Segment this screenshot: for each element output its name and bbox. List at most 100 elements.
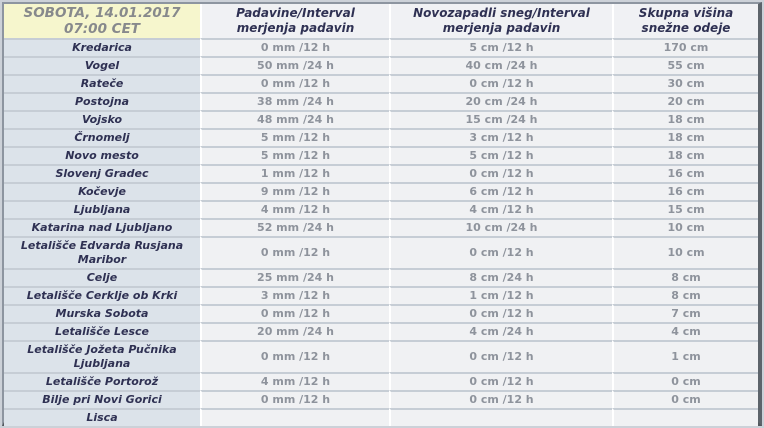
snow-depth-value: 1 cm <box>612 340 758 372</box>
table-row: Katarina nad Ljubljano 52 mm /24 h 10 cm… <box>4 218 758 236</box>
precipitation-value: 48 mm /24 h <box>200 110 389 128</box>
table-row: Letališče Jožeta Pučnika Ljubljana 0 mm … <box>4 340 758 372</box>
table-row: Celje 25 mm /24 h 8 cm /24 h 8 cm <box>4 268 758 286</box>
station-name: Murska Sobota <box>4 304 200 322</box>
snow-depth-value: 18 cm <box>612 110 758 128</box>
station-name: Vogel <box>4 56 200 74</box>
station-name: Vojsko <box>4 110 200 128</box>
snow-depth-value: 7 cm <box>612 304 758 322</box>
column-header-new-snow: Novozapadli sneg/Interval merjenja padav… <box>389 4 612 38</box>
station-name: Lisca <box>4 408 200 426</box>
new-snow-value: 1 cm /12 h <box>389 286 612 304</box>
table-row: Letališče Cerklje ob Krki 3 mm /12 h 1 c… <box>4 286 758 304</box>
precipitation-value: 50 mm /24 h <box>200 56 389 74</box>
report-time: 07:00 CET <box>63 21 140 37</box>
table-row: Kočevje 9 mm /12 h 6 cm /12 h 16 cm <box>4 182 758 200</box>
station-name: Letališče Jožeta Pučnika Ljubljana <box>4 340 200 372</box>
snow-depth-value <box>612 408 758 426</box>
new-snow-value: 3 cm /12 h <box>389 128 612 146</box>
snow-depth-value: 55 cm <box>612 56 758 74</box>
table-row: Slovenj Gradec 1 mm /12 h 0 cm /12 h 16 … <box>4 164 758 182</box>
station-name: Postojna <box>4 92 200 110</box>
new-snow-value: 0 cm /12 h <box>389 236 612 268</box>
table-row: Črnomelj 5 mm /12 h 3 cm /12 h 18 cm <box>4 128 758 146</box>
new-snow-value: 15 cm /24 h <box>389 110 612 128</box>
new-snow-value: 8 cm /24 h <box>389 268 612 286</box>
snow-depth-value: 16 cm <box>612 182 758 200</box>
new-snow-value: 0 cm /12 h <box>389 164 612 182</box>
station-name: Novo mesto <box>4 146 200 164</box>
new-snow-value: 0 cm /12 h <box>389 340 612 372</box>
precipitation-value <box>200 408 389 426</box>
new-snow-value <box>389 408 612 426</box>
table-row: Vogel 50 mm /24 h 40 cm /24 h 55 cm <box>4 56 758 74</box>
table-row: Postojna 38 mm /24 h 20 cm /24 h 20 cm <box>4 92 758 110</box>
new-snow-value: 0 cm /12 h <box>389 304 612 322</box>
precipitation-value: 3 mm /12 h <box>200 286 389 304</box>
header-row: SOBOTA, 14.01.2017 07:00 CET Padavine/In… <box>4 4 758 38</box>
precipitation-value: 5 mm /12 h <box>200 146 389 164</box>
table-row: Vojsko 48 mm /24 h 15 cm /24 h 18 cm <box>4 110 758 128</box>
snow-depth-value: 20 cm <box>612 92 758 110</box>
table-row: Ljubljana 4 mm /12 h 4 cm /12 h 15 cm <box>4 200 758 218</box>
precipitation-value: 5 mm /12 h <box>200 128 389 146</box>
snow-depth-value: 18 cm <box>612 128 758 146</box>
table-row: Letališče Portorož 4 mm /12 h 0 cm /12 h… <box>4 372 758 390</box>
snow-report-table: SOBOTA, 14.01.2017 07:00 CET Padavine/In… <box>4 4 758 426</box>
snow-depth-value: 8 cm <box>612 286 758 304</box>
station-name: Celje <box>4 268 200 286</box>
precipitation-value: 38 mm /24 h <box>200 92 389 110</box>
new-snow-value: 0 cm /12 h <box>389 74 612 92</box>
table-row: Murska Sobota 0 mm /12 h 0 cm /12 h 7 cm <box>4 304 758 322</box>
station-name: Kredarica <box>4 38 200 56</box>
station-name: Letališče Portorož <box>4 372 200 390</box>
precipitation-value: 0 mm /12 h <box>200 74 389 92</box>
precipitation-value: 20 mm /24 h <box>200 322 389 340</box>
column-header-precipitation: Padavine/Interval merjenja padavin <box>200 4 389 38</box>
station-name: Letališče Lesce <box>4 322 200 340</box>
new-snow-value: 5 cm /12 h <box>389 38 612 56</box>
station-name: Črnomelj <box>4 128 200 146</box>
new-snow-value: 5 cm /12 h <box>389 146 612 164</box>
snow-depth-value: 18 cm <box>612 146 758 164</box>
station-name: Ljubljana <box>4 200 200 218</box>
new-snow-value: 20 cm /24 h <box>389 92 612 110</box>
new-snow-value: 0 cm /12 h <box>389 372 612 390</box>
new-snow-value: 10 cm /24 h <box>389 218 612 236</box>
snow-depth-value: 10 cm <box>612 236 758 268</box>
column-header-snow-depth: Skupna višina snežne odeje <box>612 4 758 38</box>
snow-depth-value: 8 cm <box>612 268 758 286</box>
new-snow-value: 40 cm /24 h <box>389 56 612 74</box>
table-row: Rateče 0 mm /12 h 0 cm /12 h 30 cm <box>4 74 758 92</box>
precipitation-value: 25 mm /24 h <box>200 268 389 286</box>
station-name: Letališče Edvarda Rusjana Maribor <box>4 236 200 268</box>
station-name: Rateče <box>4 74 200 92</box>
station-name: Kočevje <box>4 182 200 200</box>
table-row: Novo mesto 5 mm /12 h 5 cm /12 h 18 cm <box>4 146 758 164</box>
snow-depth-value: 4 cm <box>612 322 758 340</box>
precipitation-value: 4 mm /12 h <box>200 372 389 390</box>
snow-depth-value: 15 cm <box>612 200 758 218</box>
precipitation-value: 0 mm /12 h <box>200 390 389 408</box>
station-name: Slovenj Gradec <box>4 164 200 182</box>
new-snow-value: 0 cm /12 h <box>389 390 612 408</box>
table-row: Lisca <box>4 408 758 426</box>
new-snow-value: 4 cm /12 h <box>389 200 612 218</box>
table-row: Kredarica 0 mm /12 h 5 cm /12 h 170 cm <box>4 38 758 56</box>
table-row: Bilje pri Novi Gorici 0 mm /12 h 0 cm /1… <box>4 390 758 408</box>
snow-depth-value: 0 cm <box>612 390 758 408</box>
report-date: SOBOTA, 14.01.2017 <box>23 5 181 21</box>
precipitation-value: 52 mm /24 h <box>200 218 389 236</box>
precipitation-value: 0 mm /12 h <box>200 340 389 372</box>
station-name: Letališče Cerklje ob Krki <box>4 286 200 304</box>
report-datetime-header: SOBOTA, 14.01.2017 07:00 CET <box>4 4 200 38</box>
new-snow-value: 4 cm /24 h <box>389 322 612 340</box>
precipitation-value: 4 mm /12 h <box>200 200 389 218</box>
new-snow-value: 6 cm /12 h <box>389 182 612 200</box>
precipitation-value: 0 mm /12 h <box>200 304 389 322</box>
snow-depth-value: 0 cm <box>612 372 758 390</box>
snow-depth-value: 10 cm <box>612 218 758 236</box>
precipitation-value: 0 mm /12 h <box>200 38 389 56</box>
precipitation-value: 0 mm /12 h <box>200 236 389 268</box>
